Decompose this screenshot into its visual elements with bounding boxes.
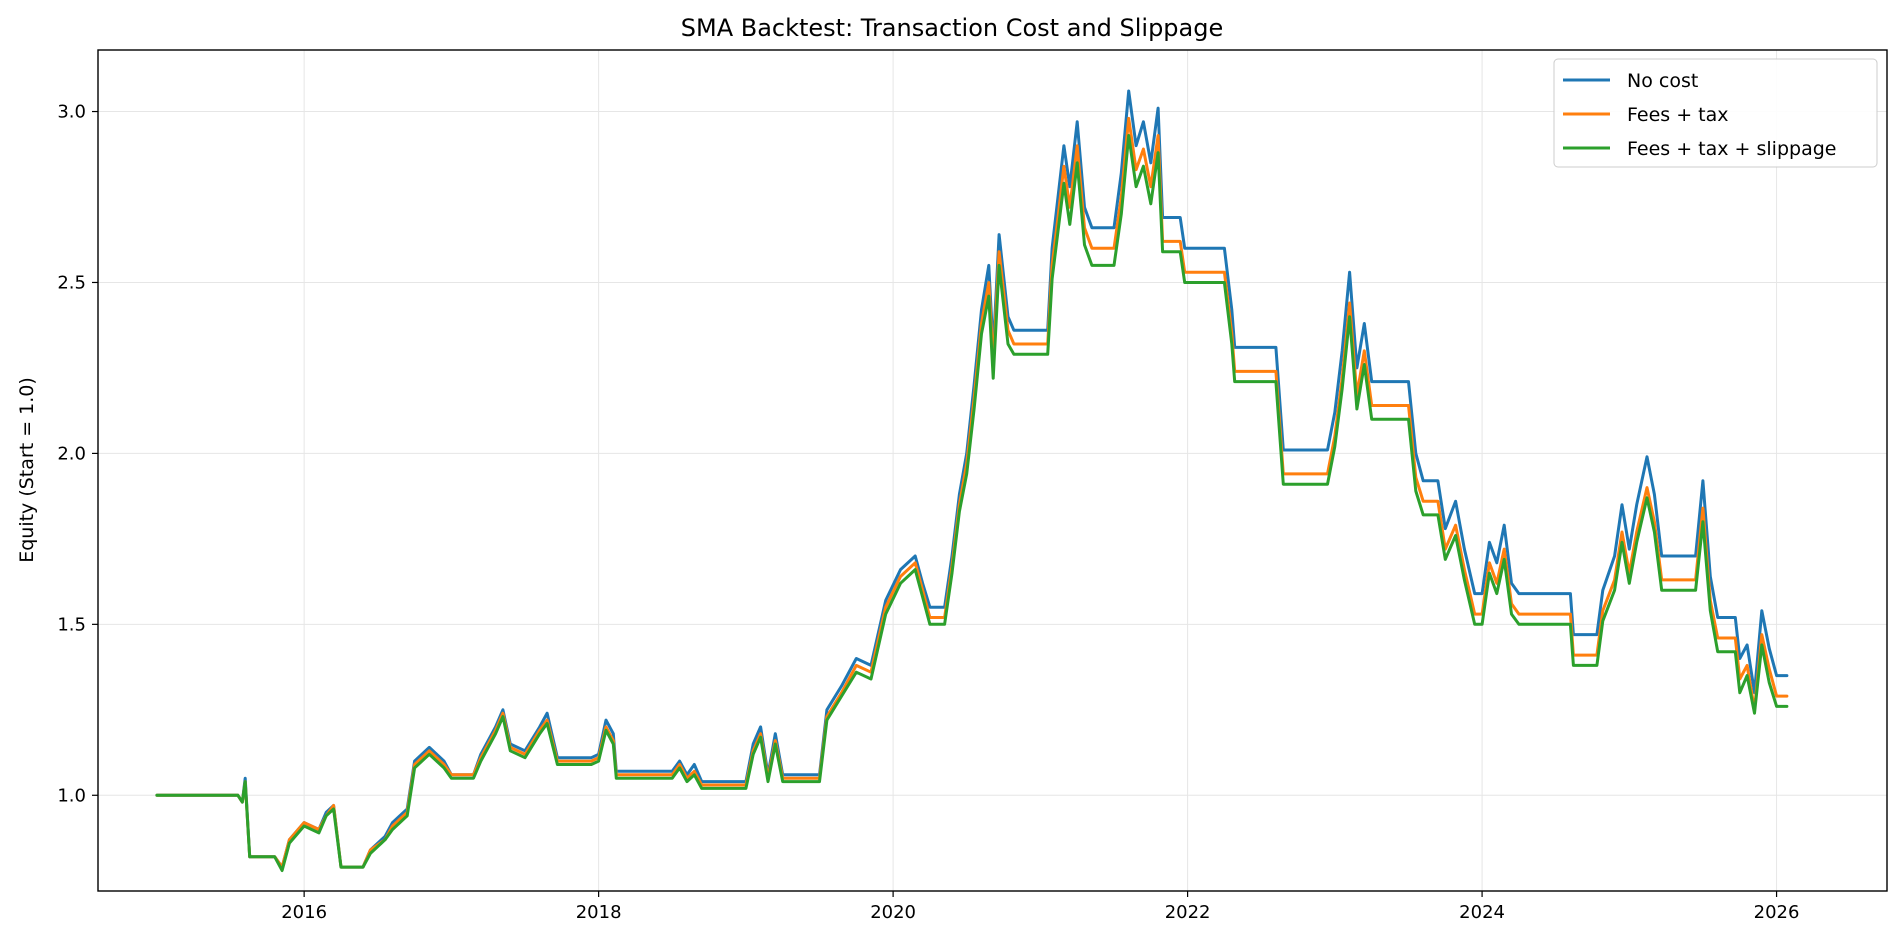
y-tick-label: 1.0	[57, 785, 86, 806]
x-axis: 2016 2018 2020 2022 2024 2026	[281, 891, 1799, 923]
x-tick-label: 2020	[870, 902, 916, 923]
y-axis: 1.0 1.5 2.0 2.5 3.0	[57, 102, 98, 806]
x-tick-label: 2016	[281, 902, 327, 923]
x-tick-label: 2026	[1754, 902, 1800, 923]
y-axis-label: Equity (Start = 1.0)	[16, 377, 38, 563]
legend-label-0: No cost	[1627, 70, 1698, 92]
x-tick-label: 2022	[1165, 902, 1211, 923]
y-tick-label: 2.0	[57, 443, 86, 464]
chart-title: SMA Backtest: Transaction Cost and Slipp…	[681, 14, 1224, 42]
x-tick-label: 2024	[1459, 902, 1505, 923]
legend-box	[1553, 58, 1878, 168]
legend-label-1: Fees + tax	[1627, 104, 1729, 126]
x-tick-label: 2018	[576, 902, 622, 923]
y-tick-label: 2.5	[57, 272, 86, 293]
legend: No cost Fees + tax Fees + tax + slippage	[1553, 58, 1878, 168]
legend-label-2: Fees + tax + slippage	[1627, 138, 1836, 160]
y-tick-label: 3.0	[57, 102, 86, 123]
series-line-2	[155, 134, 1789, 872]
series-group	[155, 89, 1789, 872]
plot-frame	[97, 49, 1888, 892]
y-tick-label: 1.5	[57, 614, 86, 635]
